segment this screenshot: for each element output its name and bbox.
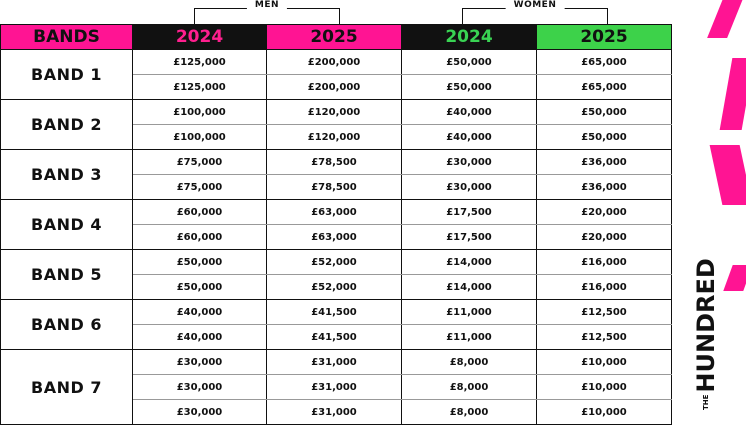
salary-cell-women-2025: £16,000 (536, 249, 672, 275)
women-group-label: WOMEN (505, 0, 565, 10)
salary-cell-men-2025: £200,000 (266, 74, 402, 100)
salary-cell-women-2025: £36,000 (536, 149, 672, 175)
header-men-2025: 2025 (266, 24, 402, 50)
salary-cell-women-2024: £17,500 (401, 199, 537, 225)
salary-cell-women-2024: £17,500 (401, 224, 537, 250)
salary-cell-women-2024: £8,000 (401, 399, 537, 425)
salary-cell-women-2024: £50,000 (401, 49, 537, 75)
header-men-2024: 2024 (132, 24, 267, 50)
men-group-bracket: MEN (194, 0, 340, 26)
table-row: £50,000 £52,000 £14,000 £16,000 (1, 274, 672, 300)
salary-cell-men-2025: £200,000 (266, 49, 402, 75)
salary-cell-women-2024: £8,000 (401, 374, 537, 400)
table-row: BAND 6 £40,000 £41,500 £11,000 £12,500 (0, 299, 672, 350)
logo-main-text: HUNDRED (692, 258, 720, 393)
salary-cell-men-2025: £31,000 (266, 399, 402, 425)
salary-cell-women-2024: £14,000 (401, 274, 537, 300)
the-hundred-logo: THEHUNDRED (692, 258, 720, 410)
table-row: £40,000 £41,500 £11,000 £12,500 (1, 324, 672, 350)
salary-cell-women-2024: £8,000 (401, 349, 537, 375)
salary-cell-men-2024: £50,000 (132, 249, 267, 275)
salary-cell-women-2025: £36,000 (536, 174, 672, 200)
salary-cell-men-2024: £75,000 (132, 149, 267, 175)
salary-cell-women-2024: £11,000 (401, 299, 537, 325)
table-row: BAND 5 £50,000 £52,000 £14,000 £16,000 (0, 249, 672, 300)
header-row: BANDS 2024 2025 2024 2025 (0, 24, 672, 50)
decor-stripe-1 (707, 0, 745, 38)
table-row: £60,000 £63,000 £17,500 £20,000 (1, 224, 672, 250)
salary-cell-men-2024: £50,000 (132, 274, 267, 300)
header-women-2025: 2025 (536, 24, 672, 50)
salary-cell-men-2024: £30,000 (132, 399, 267, 425)
salary-cell-men-2025: £120,000 (266, 99, 402, 125)
salary-cell-men-2025: £31,000 (266, 349, 402, 375)
salary-cell-men-2024: £30,000 (132, 349, 267, 375)
salary-cell-women-2024: £50,000 (401, 74, 537, 100)
table-row: £125,000 £200,000 £50,000 £65,000 (1, 74, 672, 100)
salary-cell-men-2024: £125,000 (132, 49, 267, 75)
salary-cell-men-2024: £30,000 (132, 374, 267, 400)
salary-cell-men-2025: £31,000 (266, 374, 402, 400)
band-name: BAND 5 (0, 249, 133, 300)
decor-stripe-2 (719, 58, 746, 130)
salary-cell-women-2024: £14,000 (401, 249, 537, 275)
salary-cell-men-2024: £125,000 (132, 74, 267, 100)
header-women-2024: 2024 (401, 24, 537, 50)
salary-cell-men-2025: £63,000 (266, 224, 402, 250)
band-name: BAND 2 (0, 99, 133, 150)
salary-cell-men-2025: £52,000 (266, 274, 402, 300)
salary-cell-women-2025: £65,000 (536, 74, 672, 100)
band-name: BAND 4 (0, 199, 133, 250)
band-name: BAND 7 (0, 349, 133, 425)
decor-stripe-3 (709, 145, 746, 205)
salary-cell-women-2024: £40,000 (401, 99, 537, 125)
salary-cell-men-2024: £40,000 (132, 324, 267, 350)
band-name: BAND 3 (0, 149, 133, 200)
salary-cell-men-2025: £63,000 (266, 199, 402, 225)
salary-cell-women-2025: £12,500 (536, 324, 672, 350)
salary-cell-women-2025: £65,000 (536, 49, 672, 75)
salary-cell-women-2024: £30,000 (401, 149, 537, 175)
table-row: BAND 1 £125,000 £200,000 £50,000 £65,000 (0, 49, 672, 100)
salary-cell-men-2025: £41,500 (266, 299, 402, 325)
salary-bands-table: BANDS 2024 2025 2024 2025 BAND 1 £125,000… (0, 24, 672, 425)
salary-cell-women-2024: £30,000 (401, 174, 537, 200)
salary-cell-men-2025: £78,500 (266, 174, 402, 200)
logo-small-text: THE (702, 394, 710, 410)
salary-cell-women-2025: £16,000 (536, 274, 672, 300)
band-name: BAND 6 (0, 299, 133, 350)
table-row: BAND 4 £60,000 £63,000 £17,500 £20,000 (0, 199, 672, 250)
salary-cell-women-2025: £10,000 (536, 349, 672, 375)
salary-cell-men-2024: £60,000 (132, 199, 267, 225)
table-row: £100,000 £120,000 £40,000 £50,000 (1, 124, 672, 150)
salary-cell-men-2025: £78,500 (266, 149, 402, 175)
salary-cell-women-2025: £20,000 (536, 224, 672, 250)
table-row: BAND 2 £100,000 £120,000 £40,000 £50,000 (0, 99, 672, 150)
salary-cell-men-2024: £100,000 (132, 124, 267, 150)
salary-cell-women-2024: £40,000 (401, 124, 537, 150)
salary-cell-women-2025: £50,000 (536, 99, 672, 125)
table-row: BAND 7 £30,000 £31,000 £8,000 £10,000 (0, 349, 672, 425)
salary-cell-women-2024: £11,000 (401, 324, 537, 350)
salary-cell-men-2024: £75,000 (132, 174, 267, 200)
table-row: £75,000 £78,500 £30,000 £36,000 (1, 174, 672, 200)
men-group-label: MEN (246, 0, 288, 10)
table-row: BAND 3 £75,000 £78,500 £30,000 £36,000 (0, 149, 672, 200)
band-name: BAND 1 (0, 49, 133, 100)
salary-cell-women-2025: £10,000 (536, 374, 672, 400)
salary-cell-men-2024: £100,000 (132, 99, 267, 125)
salary-cell-men-2024: £40,000 (132, 299, 267, 325)
decor-stripe-4 (723, 265, 746, 291)
women-group-bracket: WOMEN (462, 0, 608, 26)
salary-cell-men-2025: £120,000 (266, 124, 402, 150)
salary-cell-women-2025: £12,500 (536, 299, 672, 325)
salary-cell-women-2025: £10,000 (536, 399, 672, 425)
salary-cell-men-2024: £60,000 (132, 224, 267, 250)
salary-cell-men-2025: £52,000 (266, 249, 402, 275)
salary-cell-men-2025: £41,500 (266, 324, 402, 350)
header-bands: BANDS (0, 24, 133, 50)
table-row: £30,000 £31,000 £8,000 £10,000 (1, 374, 672, 400)
salary-cell-women-2025: £20,000 (536, 199, 672, 225)
salary-cell-women-2025: £50,000 (536, 124, 672, 150)
